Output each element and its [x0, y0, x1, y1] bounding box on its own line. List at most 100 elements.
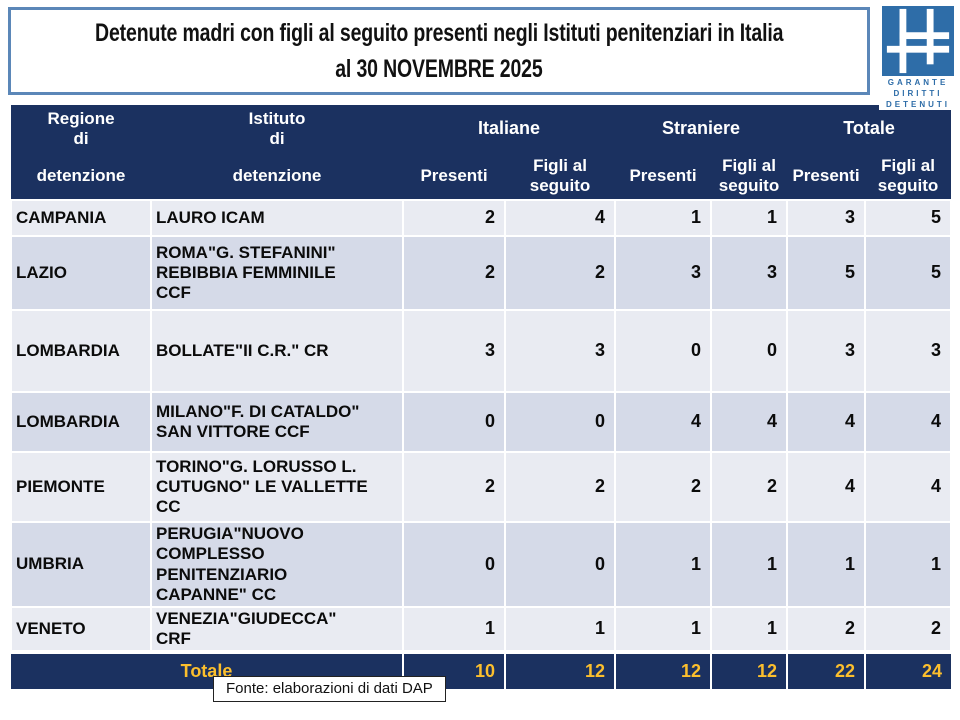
cell-italiane-presenti: 0 [402, 391, 506, 453]
header-group-totale: Totale [787, 105, 952, 152]
source-note-text: Fonte: elaborazioni di dati DAP [226, 680, 433, 697]
page-title-line2: al 30 NOVEMBRE 2025 [335, 55, 543, 83]
table-row: VENETO VENEZIA"GIUDECCA" CRF 1 1 1 1 2 2 [10, 605, 953, 654]
cell-straniere-figli: 1 [709, 521, 789, 608]
cell-totale-presenti: 1 [786, 521, 867, 608]
cell-straniere-presenti: 1 [614, 199, 712, 237]
page-title-line1: Detenute madri con figli al seguito pres… [94, 18, 784, 47]
cell-totale-figli: 2 [864, 605, 953, 654]
table-row: LAZIO ROMA"G. STEFANINI" REBIBBIA FEMMIN… [10, 235, 953, 311]
header-totale-presenti: Presenti [787, 152, 866, 200]
cell-italiane-figli: 2 [504, 235, 616, 311]
header-group-straniere: Straniere [615, 105, 788, 152]
table-header: Regione di Istituto di Italiane Stranier… [11, 105, 952, 200]
table-header-group-row: Regione di Istituto di Italiane Stranier… [11, 105, 952, 152]
cell-totale-figli: 4 [864, 391, 953, 453]
cell-italiane-figli: 0 [504, 391, 616, 453]
cell-totale-presenti: 3 [786, 199, 867, 237]
cell-italiane-presenti: 2 [402, 451, 506, 523]
cell-totale-presenti: 2 [786, 605, 867, 654]
cell-straniere-presenti: 2 [614, 451, 712, 523]
table-row: UMBRIA PERUGIA"NUOVO COMPLESSO PENITENZI… [10, 521, 953, 608]
cell-regione: VENETO [10, 605, 152, 654]
cell-straniere-figli: 4 [709, 391, 789, 453]
header-regione-top: Regione di [11, 105, 151, 152]
cell-totale-figli: 4 [864, 451, 953, 523]
cell-totale-figli: 5 [864, 235, 953, 311]
cell-italiane-presenti: 2 [402, 199, 506, 237]
cell-totale-figli: 1 [864, 521, 953, 608]
header-straniere-figli: Figli al seguito [711, 152, 788, 200]
cell-straniere-figli: 3 [709, 235, 789, 311]
cell-totale-figli: 3 [864, 309, 953, 393]
cell-straniere-figli: 1 [709, 605, 789, 654]
cell-italiane-figli: 4 [504, 199, 616, 237]
cell-istituto: BOLLATE"II C.R." CR [150, 309, 404, 393]
cell-istituto: LAURO ICAM [150, 199, 404, 237]
table-row: PIEMONTE TORINO"G. LORUSSO L. CUTUGNO" L… [10, 451, 953, 523]
cell-straniere-presenti: 0 [614, 309, 712, 393]
detenute-madri-table: Regione di Istituto di Italiane Stranier… [10, 105, 953, 690]
table-footer: Totale 10 12 12 12 22 24 [11, 650, 952, 690]
header-group-italiane: Italiane [403, 105, 615, 152]
logo-caption-line: DETENUTI [886, 99, 950, 109]
header-italiane-presenti: Presenti [403, 152, 505, 200]
cell-totale-presenti: 4 [786, 391, 867, 453]
header-straniere-presenti: Presenti [615, 152, 711, 200]
table-row: CAMPANIA LAURO ICAM 2 4 1 1 3 5 [10, 199, 953, 237]
cell-italiane-figli: 3 [504, 309, 616, 393]
cell-italiane-figli: 2 [504, 451, 616, 523]
cell-italiane-presenti: 3 [402, 309, 506, 393]
cell-regione: LOMBARDIA [10, 309, 152, 393]
cell-straniere-figli: 1 [709, 199, 789, 237]
cell-straniere-presenti: 4 [614, 391, 712, 453]
logo-caption-line: DIRITTI [893, 88, 943, 98]
cell-straniere-figli: 0 [709, 309, 789, 393]
header-totale-figli: Figli al seguito [865, 152, 952, 200]
cell-italiane-presenti: 0 [402, 521, 506, 608]
cell-istituto: MILANO"F. DI CATALDO" SAN VITTORE CCF [150, 391, 404, 453]
cell-totale-presenti: 5 [786, 235, 867, 311]
total-straniere-presenti: 12 [614, 650, 711, 690]
cell-istituto: PERUGIA"NUOVO COMPLESSO PENITENZIARIO CA… [150, 521, 404, 608]
garante-logo [882, 6, 954, 76]
total-straniere-figli: 12 [709, 650, 788, 690]
header-italiane-figli: Figli al seguito [505, 152, 615, 200]
cell-istituto: ROMA"G. STEFANINI" REBIBBIA FEMMINILE CC… [150, 235, 404, 311]
cell-straniere-presenti: 1 [614, 521, 712, 608]
cell-regione: PIEMONTE [10, 451, 152, 523]
total-totale-figli: 24 [864, 650, 952, 690]
cell-italiane-figli: 1 [504, 605, 616, 654]
table-body: CAMPANIA LAURO ICAM 2 4 1 1 3 5 LAZIO RO… [10, 199, 953, 654]
cell-regione: UMBRIA [10, 521, 152, 608]
cell-italiane-figli: 0 [504, 521, 616, 608]
table-header-sub-row: detenzione detenzione Presenti Figli al … [11, 152, 952, 200]
total-row: Totale 10 12 12 12 22 24 [11, 650, 952, 690]
header-regione-bottom: detenzione [11, 152, 151, 200]
table-row: LOMBARDIA BOLLATE"II C.R." CR 3 3 0 0 3 … [10, 309, 953, 393]
cell-regione: LOMBARDIA [10, 391, 152, 453]
cell-totale-presenti: 4 [786, 451, 867, 523]
logo-caption: GARANTE DIRITTI DETENUTI [879, 78, 957, 111]
cell-totale-presenti: 3 [786, 309, 867, 393]
total-totale-presenti: 22 [786, 650, 866, 690]
garante-logo-icon [886, 8, 950, 74]
source-note: Fonte: elaborazioni di dati DAP [213, 676, 446, 702]
total-italiane-figli: 12 [504, 650, 615, 690]
header-istituto-top: Istituto di [151, 105, 403, 152]
header-istituto-bottom: detenzione [151, 152, 403, 200]
title-box: Detenute madri con figli al seguito pres… [8, 7, 870, 95]
cell-straniere-figli: 2 [709, 451, 789, 523]
table-row: LOMBARDIA MILANO"F. DI CATALDO" SAN VITT… [10, 391, 953, 453]
cell-regione: LAZIO [10, 235, 152, 311]
logo-caption-line: GARANTE [887, 78, 949, 87]
cell-istituto: TORINO"G. LORUSSO L. CUTUGNO" LE VALLETT… [150, 451, 404, 523]
cell-straniere-presenti: 3 [614, 235, 712, 311]
cell-istituto: VENEZIA"GIUDECCA" CRF [150, 605, 404, 654]
cell-italiane-presenti: 1 [402, 605, 506, 654]
cell-regione: CAMPANIA [10, 199, 152, 237]
cell-totale-figli: 5 [864, 199, 953, 237]
cell-italiane-presenti: 2 [402, 235, 506, 311]
cell-straniere-presenti: 1 [614, 605, 712, 654]
